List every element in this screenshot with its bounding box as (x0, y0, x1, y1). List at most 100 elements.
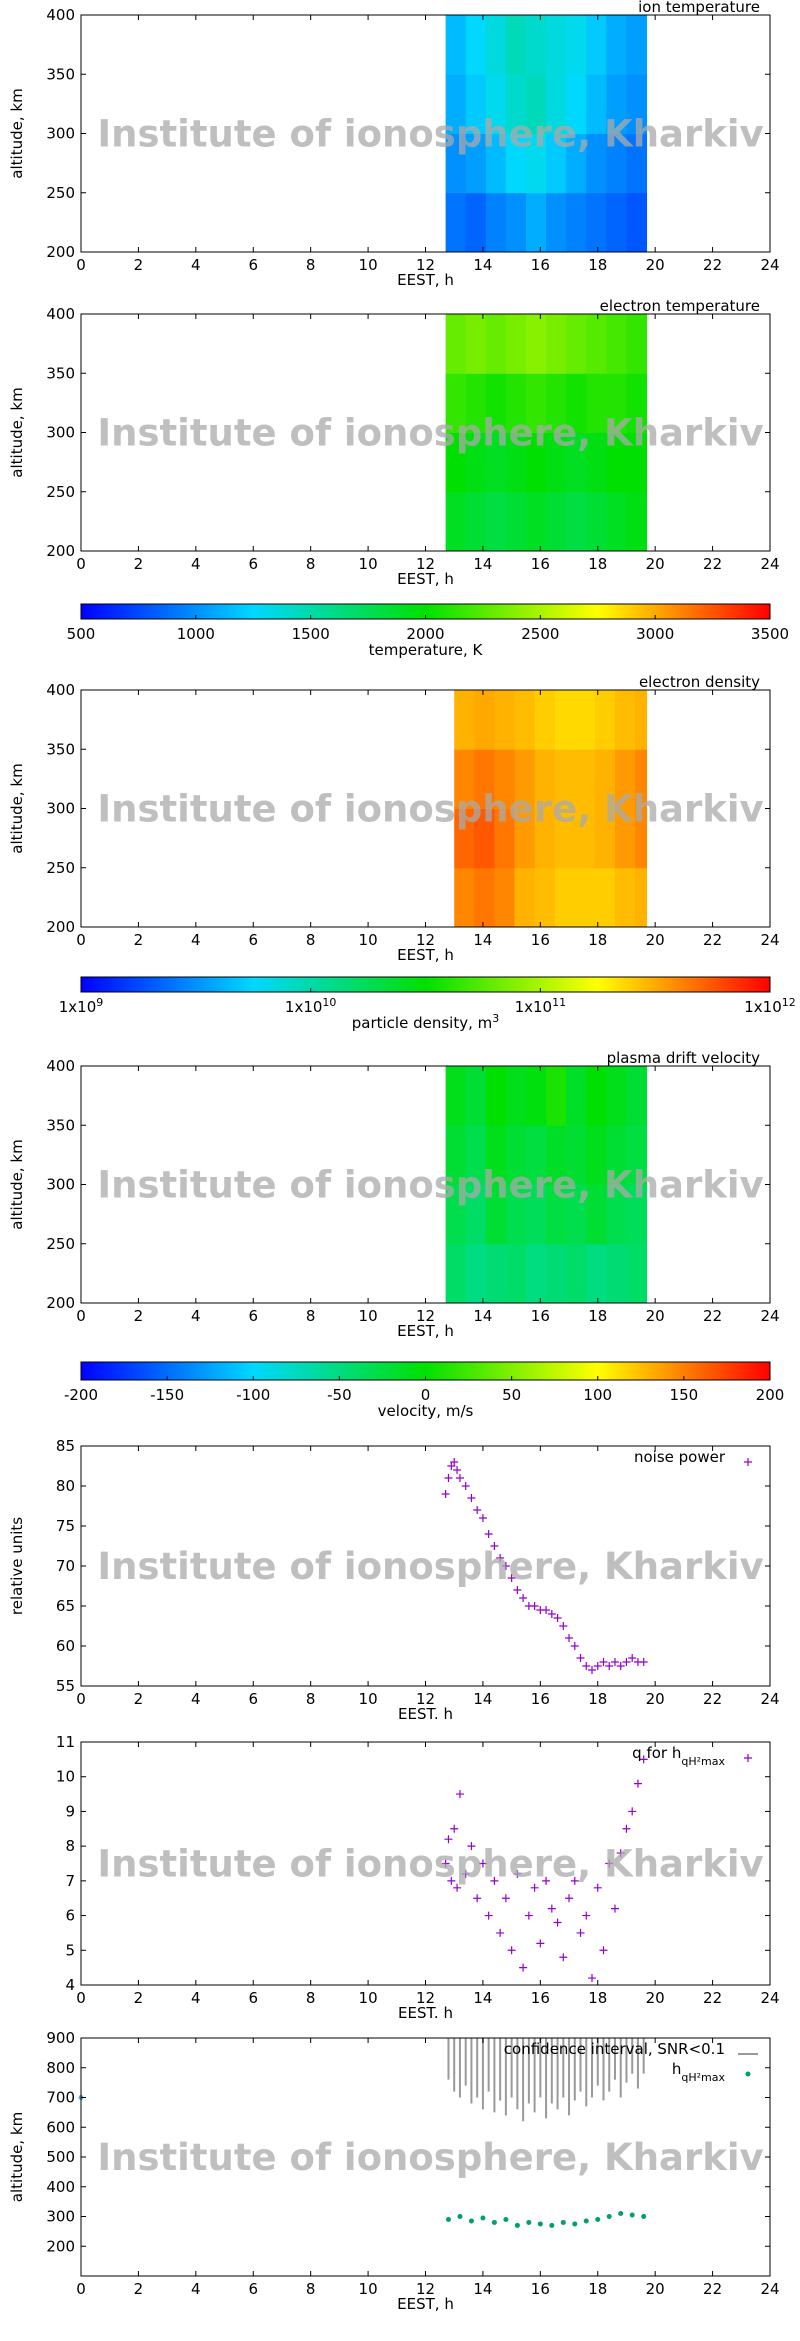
heatmap-cell (505, 1066, 527, 1126)
heatmap-cell (534, 690, 556, 750)
x-tick-label: 6 (248, 1989, 258, 2007)
heatmap-cell (626, 15, 648, 75)
heatmap-cell (626, 1066, 648, 1126)
heatmap-cell (546, 1184, 567, 1245)
heatmap-cell (465, 432, 487, 493)
x-tick-label: 2 (134, 2280, 144, 2298)
heatmap-cell (525, 74, 547, 134)
colorbar-tick-label: 1x1011 (515, 996, 567, 1017)
chart-title: electron density (639, 673, 760, 691)
heatmap-cell (445, 74, 467, 134)
heatmap-cell (505, 432, 527, 493)
point (496, 1928, 505, 1937)
heatmap-cell (586, 1243, 607, 1304)
heatmap-cell (445, 373, 467, 433)
x-tick-label: 20 (646, 931, 665, 949)
heatmap-cell (566, 373, 587, 433)
heatmap-cell (525, 192, 547, 253)
heatmap-cell (454, 749, 475, 809)
heatmap-cell (465, 1066, 487, 1126)
heatmap-cell (606, 1184, 627, 1245)
heatmap-cell (445, 432, 467, 493)
y-tick-label: 400 (46, 6, 75, 24)
x-tick-label: 18 (588, 256, 607, 274)
x-tick-label: 10 (359, 1307, 378, 1325)
point (618, 2211, 624, 2217)
heatmap-cell (445, 133, 467, 194)
plot-area (81, 690, 770, 927)
plot-area (81, 15, 770, 252)
point (453, 1883, 462, 1892)
watermark: Institute of ionosphere, Kharkiv (97, 788, 763, 831)
heatmap-cell (586, 373, 607, 433)
point (524, 1911, 533, 1920)
heatmap-cell (454, 690, 475, 750)
heatmap-cell (606, 314, 627, 374)
point (599, 1658, 608, 1666)
point (559, 1953, 568, 1962)
heatmap-cell (614, 867, 636, 928)
heatmap-cell (485, 1243, 507, 1304)
point (507, 1574, 516, 1582)
heatmap-cell (546, 491, 567, 552)
point (455, 1474, 464, 1482)
legend-label: hqH²max (672, 2060, 726, 2084)
point (461, 1869, 470, 1878)
colorbar-tick-label: 1x1010 (285, 996, 337, 1017)
point (599, 1946, 608, 1955)
heatmap-cell (514, 749, 536, 809)
heatmap-cell (546, 1066, 567, 1126)
y-axis-label: altitude, km (8, 2112, 26, 2202)
heatmap-cell (465, 1184, 487, 1245)
point (507, 1946, 516, 1955)
y-tick-label: 65 (56, 1597, 75, 1615)
heatmap-cell (474, 690, 495, 750)
heatmap-cell (554, 749, 576, 809)
point (628, 1807, 637, 1816)
heatmap-cell (505, 491, 527, 552)
heatmap-cell (465, 491, 487, 552)
colorbar-tick-label-part: 9 (96, 996, 103, 1009)
point (622, 1658, 631, 1666)
heatmap-cell (465, 192, 487, 253)
colorbar-tick-label: 3000 (636, 625, 674, 643)
heatmap-cell (546, 1125, 567, 1185)
heatmap-cell (465, 1125, 487, 1185)
y-tick-label: 75 (56, 1517, 75, 1535)
watermark: Institute of ionosphere, Kharkiv (97, 1545, 763, 1588)
heatmap-cell (594, 867, 616, 928)
heatmap-cell (566, 314, 587, 374)
chart-title: plasma drift velocity (607, 1049, 761, 1067)
x-tick-label: 2 (134, 555, 144, 573)
heatmap-cell (626, 192, 648, 253)
heatmap-cell (586, 432, 607, 493)
point (480, 2215, 486, 2221)
heatmap-cell (586, 74, 607, 134)
y-axis-label: altitude, km (8, 1139, 26, 1229)
heatmap-cell (606, 432, 627, 493)
legend-label-part: qH²max (681, 1755, 725, 1768)
colorbar-tick-label: -200 (64, 1386, 98, 1404)
x-tick-label: 8 (306, 555, 316, 573)
colorbar-tick-label-part: 11 (552, 996, 566, 1009)
heatmap-cell (626, 1125, 648, 1185)
x-tick-label: 14 (473, 2280, 492, 2298)
x-tick-label: 24 (760, 2280, 779, 2298)
y-tick-label: 200 (46, 1294, 75, 1312)
point (553, 1918, 562, 1927)
y-tick-label: 250 (46, 1235, 75, 1253)
x-tick-label: 12 (416, 2280, 435, 2298)
heatmap-cell (635, 867, 648, 928)
heatmap-cell (566, 1184, 587, 1245)
point (536, 1939, 545, 1948)
y-tick-label: 5 (65, 1941, 75, 1959)
point (605, 1859, 614, 1868)
point (530, 1602, 539, 1610)
point (641, 2214, 647, 2219)
y-tick-label: 400 (46, 1057, 75, 1075)
y-tick-label: 85 (56, 1437, 75, 1455)
colorbar-tick-label: 1x1012 (744, 996, 796, 1017)
heatmap-cell (494, 867, 515, 928)
x-tick-label: 20 (646, 256, 665, 274)
x-tick-label: 14 (473, 931, 492, 949)
